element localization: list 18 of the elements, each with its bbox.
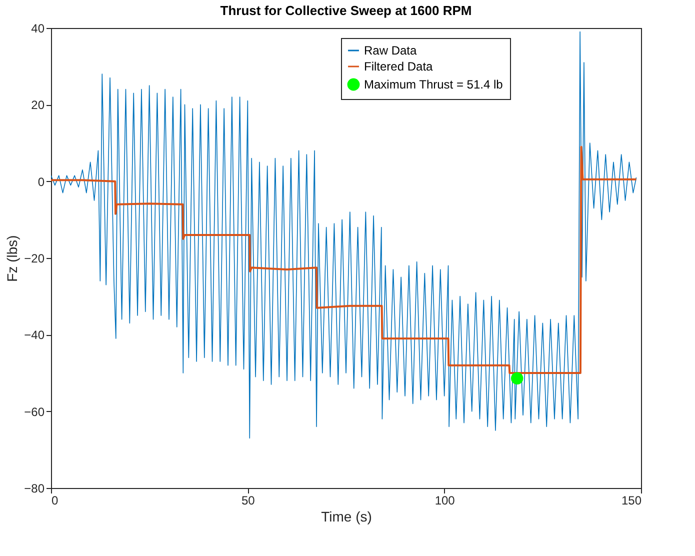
x-tick-label: 100 — [434, 494, 456, 508]
x-tick-label: 0 — [52, 494, 58, 508]
x-tick-label: 50 — [241, 494, 256, 508]
x-tick-label: 150 — [621, 494, 642, 508]
y-tick-label: 0 — [38, 174, 45, 189]
chart-title: Thrust for Collective Sweep at 1600 RPM — [220, 3, 472, 18]
x-axis-title: Time (s) — [321, 508, 372, 524]
y-axis-title: Fz (lbs) — [4, 235, 20, 282]
y-tick-label: 20 — [31, 98, 45, 112]
y-tick-label: −80 — [24, 482, 45, 496]
legend-label: Maximum Thrust = 51.4 lb — [364, 78, 504, 92]
y-tick-label: −60 — [24, 404, 45, 419]
y-tick-label: 40 — [31, 22, 45, 36]
legend-label: Raw Data — [364, 44, 418, 58]
y-tick-label: −40 — [24, 328, 45, 342]
y-tick-label: −20 — [24, 252, 45, 266]
line-series — [51, 31, 637, 439]
legend-label: Filtered Data — [364, 60, 434, 74]
